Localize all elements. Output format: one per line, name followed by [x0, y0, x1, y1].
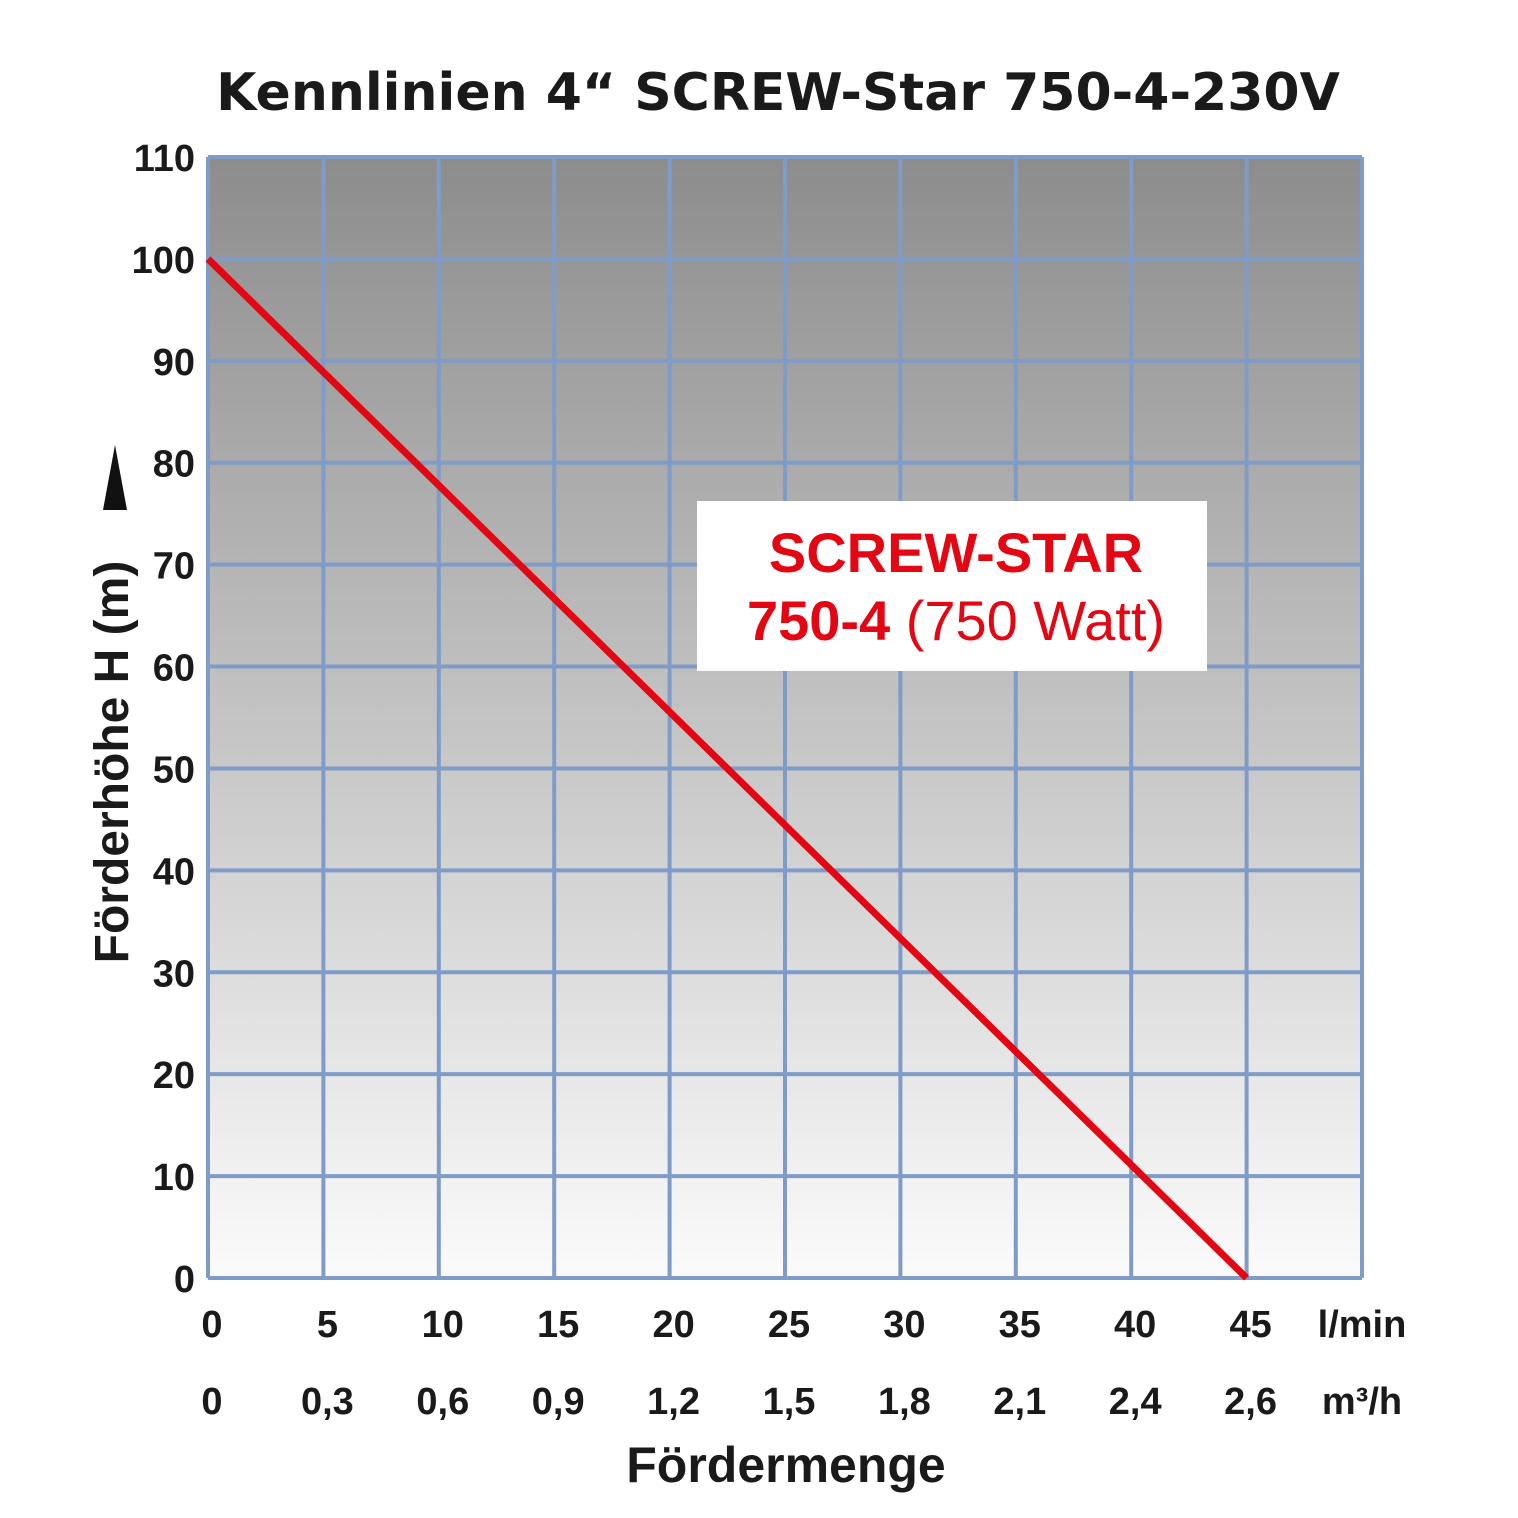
y-tick-labels: 0 10 20 30 40 50 60 70 80 90 100 110 [132, 138, 195, 1301]
x-unit-primary: l/min [1318, 1304, 1407, 1346]
x-secondary-tick-label: 2,1 [993, 1381, 1046, 1423]
x-tick-label: 0 [201, 1304, 222, 1346]
y-tick-label: 80 [153, 444, 195, 486]
legend-box [697, 501, 1207, 671]
y-tick-label: 110 [134, 138, 195, 180]
y-tick-label: 10 [153, 1157, 195, 1199]
legend-line2: 750-4 (750 Watt) [747, 589, 1165, 652]
x-tick-label: 20 [652, 1304, 694, 1346]
y-tick-label: 70 [153, 546, 195, 588]
x-axis-label: Fördermenge [626, 1437, 946, 1493]
x-secondary-tick-label: 0 [201, 1381, 222, 1423]
series-lines [205, 256, 1250, 1281]
x-secondary-tick-label: 0,9 [532, 1381, 585, 1423]
legend-line1: SCREW-STAR [769, 521, 1143, 584]
x-tick-label: 10 [422, 1304, 464, 1346]
x-tick-label: 30 [883, 1304, 925, 1346]
y-axis-label: Förderhöhe H (m) [86, 561, 139, 964]
x-tick-label: 45 [1229, 1304, 1271, 1346]
x-secondary-tick-label: 1,8 [878, 1381, 931, 1423]
y-tick-label: 100 [132, 240, 195, 282]
y-tick-label: 90 [153, 342, 195, 384]
x-tick-label: 5 [317, 1304, 338, 1346]
y-tick-label: 0 [174, 1259, 195, 1301]
y-tick-label: 40 [153, 851, 195, 893]
x-tick-label: 40 [1114, 1304, 1156, 1346]
series-line [205, 256, 1250, 1281]
y-tick-label: 20 [153, 1055, 195, 1097]
legend-model: 750-4 [747, 589, 890, 652]
x-secondary-tick-label: 0,3 [301, 1381, 354, 1423]
x-secondary-tick-label: 0,6 [416, 1381, 469, 1423]
y-axis-arrow-icon [103, 445, 127, 510]
x-secondary-tick-label: 1,5 [763, 1381, 816, 1423]
x-secondary-tick-label: 1,2 [647, 1381, 700, 1423]
y-tick-label: 60 [153, 648, 195, 690]
x-tick-label: 15 [537, 1304, 579, 1346]
y-tick-label: 30 [153, 953, 195, 995]
legend-power: (750 Watt) [890, 589, 1165, 652]
chart-title: Kennlinien 4“ SCREW-Star 750-4-230V [216, 63, 1340, 123]
y-tick-label: 50 [153, 749, 195, 791]
x-tick-label: 25 [768, 1304, 810, 1346]
x-secondary-tick-label: 2,4 [1109, 1381, 1162, 1423]
x-tick-label: 35 [999, 1304, 1041, 1346]
x-tick-labels: 0 0 5 0,3 10 0,6 15 0,9 20 1,2 25 1,5 30 1,8 35 2,1 40 2,… [201, 1304, 1277, 1423]
y-axis-label-group: Förderhöhe H (m) [86, 561, 139, 964]
x-unit-secondary: m³/h [1322, 1381, 1402, 1423]
x-secondary-tick-label: 2,6 [1224, 1381, 1277, 1423]
